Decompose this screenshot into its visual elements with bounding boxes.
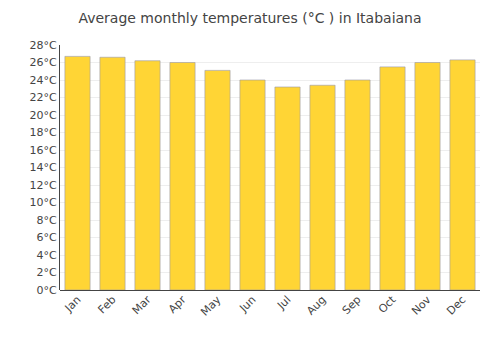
svg-text:Mar: Mar [130, 293, 154, 317]
svg-text:0°C: 0°C [37, 284, 57, 297]
svg-text:May: May [198, 293, 224, 319]
svg-text:22°C: 22°C [30, 91, 57, 104]
svg-text:Apr: Apr [166, 293, 189, 316]
svg-text:8°C: 8°C [37, 214, 57, 227]
svg-text:Dec: Dec [444, 293, 468, 317]
svg-text:Jul: Jul [274, 293, 293, 312]
svg-text:Oct: Oct [376, 293, 399, 316]
svg-text:Average monthly temperatures (: Average monthly temperatures (°C ) in It… [78, 10, 421, 26]
svg-text:2°C: 2°C [37, 266, 57, 279]
svg-text:10°C: 10°C [30, 196, 57, 209]
svg-text:6°C: 6°C [37, 231, 57, 244]
svg-text:26°C: 26°C [30, 56, 57, 69]
svg-text:Sep: Sep [340, 293, 364, 317]
svg-text:Jan: Jan [62, 293, 84, 315]
svg-text:14°C: 14°C [30, 161, 57, 174]
svg-text:12°C: 12°C [30, 179, 57, 192]
svg-text:Aug: Aug [304, 293, 328, 317]
svg-text:16°C: 16°C [30, 144, 57, 157]
svg-text:Jun: Jun [236, 293, 258, 315]
svg-text:18°C: 18°C [30, 126, 57, 139]
svg-text:Nov: Nov [409, 293, 434, 318]
svg-text:28°C: 28°C [30, 39, 57, 52]
svg-text:20°C: 20°C [30, 109, 57, 122]
svg-text:Feb: Feb [96, 293, 119, 316]
svg-text:24°C: 24°C [30, 74, 57, 87]
svg-text:4°C: 4°C [37, 249, 57, 262]
